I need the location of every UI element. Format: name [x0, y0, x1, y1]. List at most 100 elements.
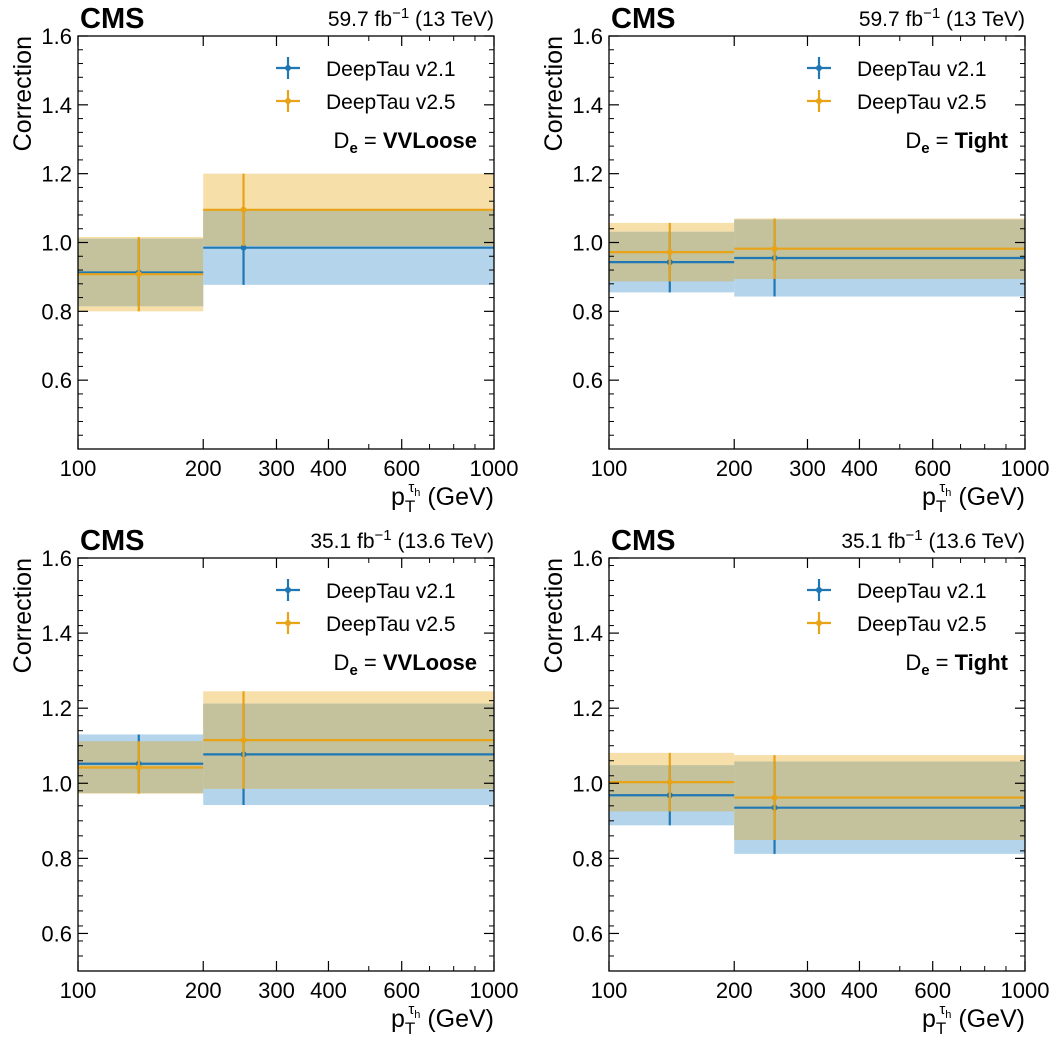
- y-tick-label: 0.8: [572, 846, 603, 871]
- v25-marker-1: [666, 779, 673, 786]
- legend-marker-v21: [816, 587, 822, 593]
- luminosity-label: 35.1 fb−1 (13.6 TeV): [310, 527, 494, 553]
- x-axis-label: pTτh (GeV): [922, 1001, 1025, 1038]
- panel-2: 100 200 300 400 600 1000 0.6 0.8 1.0 1.2 1.4 1.6 CMS…: [540, 3, 1049, 516]
- y-tick-label: 0.6: [41, 921, 72, 946]
- lumi-value: 35.1 fb: [310, 530, 374, 553]
- y-tick-label: 0.6: [572, 368, 603, 393]
- lumi-energy: (13 TeV): [940, 8, 1025, 31]
- x-label-tau: τ: [939, 479, 945, 496]
- x-label-h: h: [945, 487, 951, 499]
- legend-label-v25: DeepTau v2.5: [857, 91, 987, 114]
- x-label-h: h: [414, 487, 420, 499]
- legend-label-v25: DeepTau v2.5: [326, 91, 456, 114]
- y-tick-label: 1.4: [41, 93, 72, 118]
- y-tick-label: 1.0: [41, 231, 72, 256]
- lumi-value: 59.7 fb: [328, 8, 392, 31]
- y-tick-label: 1.4: [41, 621, 72, 646]
- v25-marker-2: [240, 737, 247, 744]
- x-tick-label: 100: [60, 978, 97, 1003]
- wp-name: Tight: [955, 128, 1009, 153]
- x-tick-label: 200: [185, 456, 222, 481]
- x-label-h: h: [945, 1009, 951, 1021]
- y-axis-label: Correction: [540, 558, 568, 673]
- wp-d: D: [334, 650, 350, 675]
- luminosity-label: 59.7 fb−1 (13 TeV): [859, 5, 1025, 31]
- y-tick-label: 1.4: [572, 93, 603, 118]
- y-tick-label: 0.6: [572, 921, 603, 946]
- overlap-band-bin-1: [609, 765, 735, 812]
- wp-eq: =: [930, 650, 955, 675]
- y-tick-label: 1.6: [41, 24, 72, 49]
- x-tick-label: 600: [383, 456, 420, 481]
- x-tick-label: 200: [716, 978, 753, 1003]
- x-tick-label: 400: [310, 978, 347, 1003]
- x-label-p: p: [391, 1005, 405, 1033]
- x-tick-label: 200: [716, 456, 753, 481]
- x-label-unit: (GeV): [951, 1005, 1025, 1033]
- legend-marker-v21: [285, 65, 291, 71]
- wp-d: D: [905, 128, 921, 153]
- y-tick-label: 0.6: [41, 368, 72, 393]
- wp-name: VVLoose: [383, 128, 477, 153]
- y-tick-label: 1.0: [572, 771, 603, 796]
- wp-eq: =: [358, 128, 383, 153]
- overlap-band-bin-2: [203, 703, 494, 789]
- v25-marker-1: [135, 271, 142, 278]
- overlap-band-bin-2: [203, 210, 494, 246]
- x-label-unit: (GeV): [420, 1005, 494, 1033]
- wp-name: Tight: [955, 650, 1009, 675]
- x-tick-label: 300: [789, 456, 826, 481]
- plot-frame: [77, 557, 495, 972]
- x-tick-label: 600: [383, 978, 420, 1003]
- legend-label-v25: DeepTau v2.5: [857, 613, 987, 636]
- y-axis-label: Correction: [9, 558, 37, 673]
- y-tick-label: 1.0: [41, 771, 72, 796]
- y-tick-label: 0.8: [572, 299, 603, 324]
- overlap-band-bin-1: [609, 231, 735, 282]
- wp-sub: e: [921, 140, 929, 157]
- v25-marker-2: [771, 245, 778, 252]
- x-tick-label: 100: [60, 456, 97, 481]
- y-tick-label: 1.4: [572, 621, 603, 646]
- legend-marker-v21: [816, 65, 822, 71]
- y-tick-label: 1.6: [41, 546, 72, 571]
- x-label-sub: T: [405, 1019, 415, 1038]
- lumi-value: 35.1 fb: [841, 530, 905, 553]
- x-tick-label: 1000: [470, 456, 519, 481]
- y-tick-label: 1.2: [41, 162, 72, 187]
- panel-1: 100 200 300 400 600 1000 0.6 0.8 1.0 1.2 1.4 1.6 CMS…: [9, 3, 518, 516]
- lumi-energy: (13.6 TeV): [923, 530, 1025, 553]
- v25-marker-2: [240, 206, 247, 213]
- wp-name: VVLoose: [383, 650, 477, 675]
- wp-sub: e: [349, 140, 357, 157]
- wp-sub: e: [921, 662, 929, 679]
- cms-label: CMS: [80, 525, 144, 557]
- overlap-band-bin-2: [734, 761, 1025, 840]
- x-label-unit: (GeV): [420, 483, 494, 511]
- lumi-value: 59.7 fb: [859, 8, 923, 31]
- panel-3: 100 200 300 400 600 1000 0.6 0.8 1.0 1.2 1.4 1.6 CMS…: [9, 525, 518, 1038]
- y-axis-label: Correction: [540, 36, 568, 151]
- x-tick-label: 400: [310, 456, 347, 481]
- legend-label-v21: DeepTau v2.1: [857, 580, 987, 603]
- working-point-label: De = Tight: [905, 128, 1008, 157]
- wp-d: D: [905, 650, 921, 675]
- working-point-label: De = VVLoose: [334, 650, 477, 679]
- x-label-p: p: [922, 1005, 936, 1033]
- luminosity-label: 59.7 fb−1 (13 TeV): [328, 5, 494, 31]
- cms-label: CMS: [80, 3, 144, 35]
- y-tick-label: 0.8: [41, 846, 72, 871]
- cms-label: CMS: [611, 525, 675, 557]
- v25-marker-2: [771, 794, 778, 801]
- y-tick-label: 0.8: [41, 299, 72, 324]
- wp-d: D: [334, 128, 350, 153]
- x-tick-label: 300: [789, 978, 826, 1003]
- y-axis-label: Correction: [9, 36, 37, 151]
- legend-marker-v25: [816, 98, 822, 104]
- legend-label-v21: DeepTau v2.1: [326, 580, 456, 603]
- legend-label-v21: DeepTau v2.1: [857, 58, 987, 81]
- working-point-label: De = VVLoose: [334, 128, 477, 157]
